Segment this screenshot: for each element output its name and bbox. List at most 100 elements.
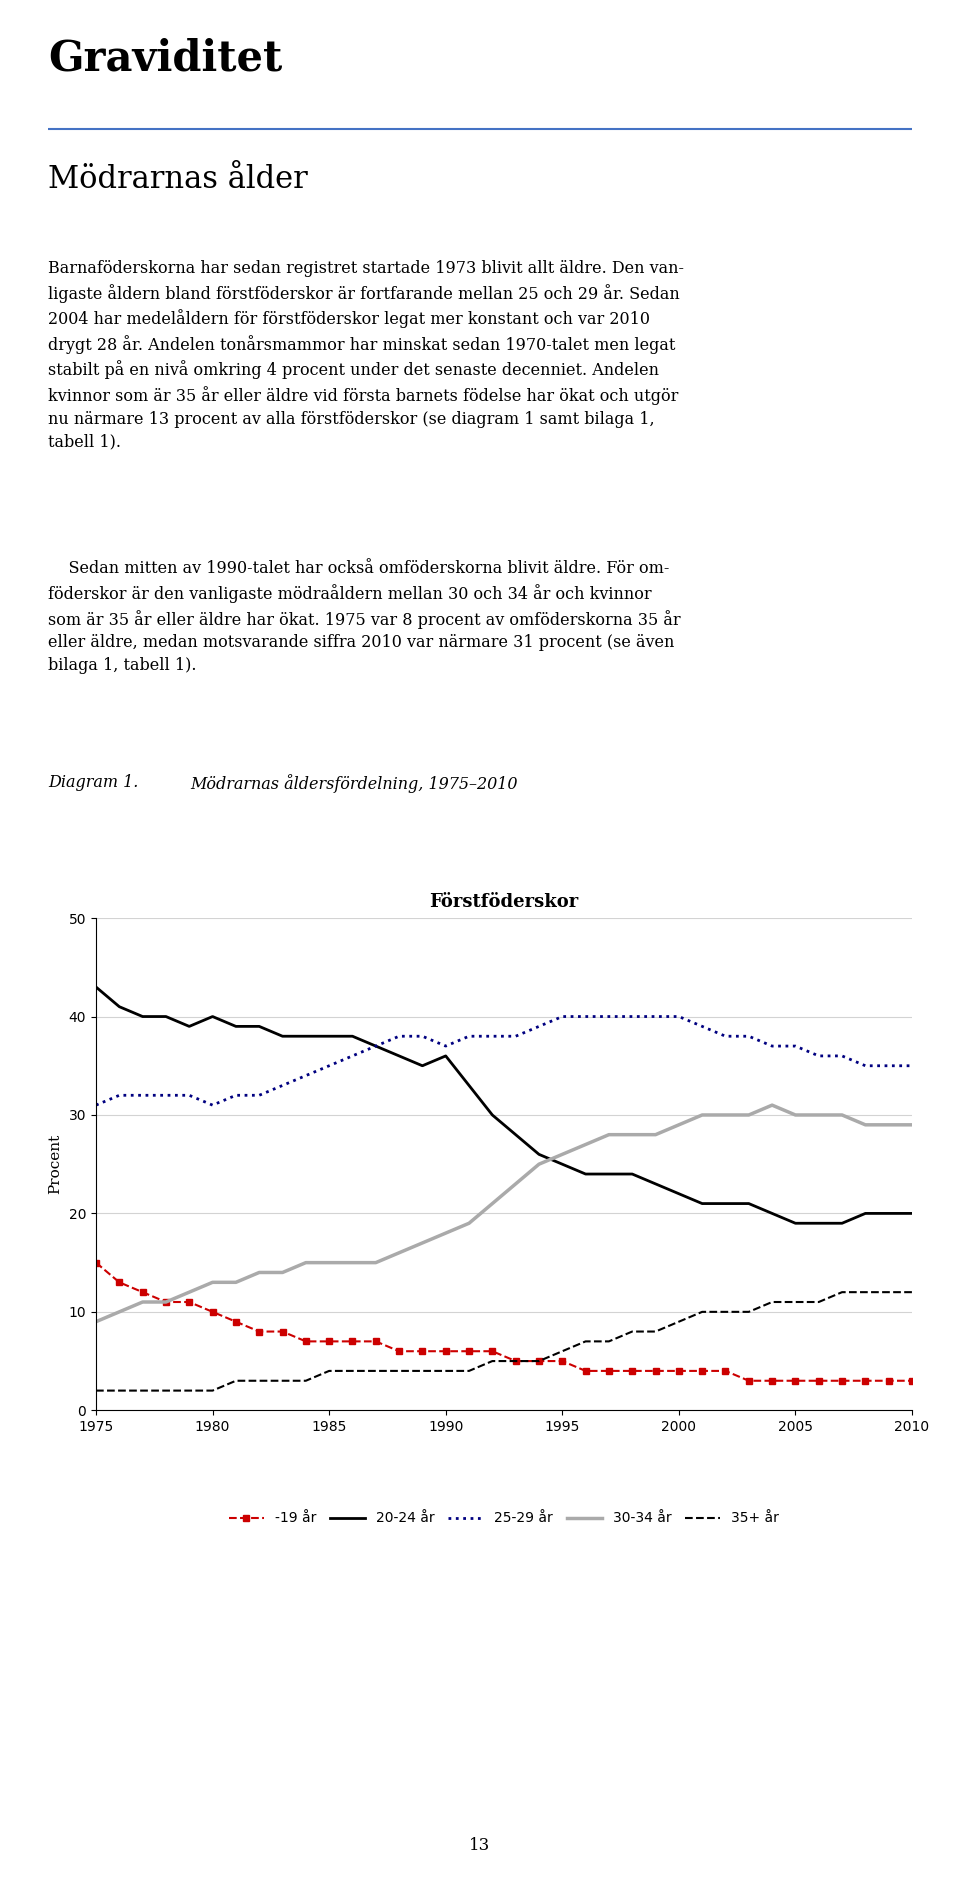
25-29 år <box>533 1015 544 1037</box>
-19 år <box>90 1251 102 1274</box>
30-34 år <box>883 1113 895 1136</box>
-19 år <box>230 1310 242 1333</box>
-19 år <box>370 1331 381 1353</box>
Line: -19 år: -19 år <box>93 1261 915 1384</box>
20-24 år <box>347 1024 358 1047</box>
25-29 år <box>580 1005 591 1028</box>
-19 år <box>720 1359 732 1382</box>
35+ år <box>464 1359 475 1382</box>
35+ år <box>347 1359 358 1382</box>
30-34 år <box>673 1113 684 1136</box>
-19 år <box>137 1282 149 1304</box>
35+ år <box>440 1359 451 1382</box>
30-34 år <box>300 1251 312 1274</box>
30-34 år <box>440 1221 451 1244</box>
20-24 år <box>440 1045 451 1068</box>
30-34 år <box>137 1291 149 1314</box>
35+ år <box>906 1282 918 1304</box>
30-34 år <box>324 1251 335 1274</box>
25-29 år <box>440 1035 451 1058</box>
25-29 år <box>627 1005 638 1028</box>
20-24 år <box>813 1212 825 1234</box>
25-29 år <box>230 1085 242 1107</box>
25-29 år <box>160 1085 172 1107</box>
35+ år <box>370 1359 381 1382</box>
30-34 år <box>859 1113 871 1136</box>
35+ år <box>487 1350 498 1372</box>
-19 år <box>394 1340 405 1363</box>
25-29 år <box>394 1024 405 1047</box>
Text: Diagram 1.: Diagram 1. <box>48 774 138 791</box>
20-24 år <box>160 1005 172 1028</box>
25-29 år <box>603 1005 614 1028</box>
-19 år <box>813 1369 825 1391</box>
25-29 år <box>673 1005 684 1028</box>
-19 år <box>253 1319 265 1342</box>
20-24 år <box>650 1172 661 1194</box>
30-34 år <box>627 1123 638 1145</box>
25-29 år <box>206 1094 218 1117</box>
30-34 år <box>464 1212 475 1234</box>
25-29 år <box>766 1035 778 1058</box>
35+ år <box>324 1359 335 1382</box>
20-24 år <box>533 1143 544 1166</box>
-19 år <box>533 1350 544 1372</box>
-19 år <box>580 1359 591 1382</box>
35+ år <box>206 1380 218 1403</box>
-19 år <box>464 1340 475 1363</box>
25-29 år <box>487 1024 498 1047</box>
35+ år <box>883 1282 895 1304</box>
20-24 år <box>206 1005 218 1028</box>
30-34 år <box>394 1242 405 1265</box>
Text: Mödrarnas åldersfördelning, 1975–2010: Mödrarnas åldersfördelning, 1975–2010 <box>191 774 518 793</box>
25-29 år <box>883 1054 895 1077</box>
20-24 år <box>790 1212 802 1234</box>
20-24 år <box>510 1123 521 1145</box>
20-24 år <box>627 1162 638 1185</box>
20-24 år <box>230 1015 242 1037</box>
-19 år <box>417 1340 428 1363</box>
Text: Sedan mitten av 1990-talet har också omföderskorna blivit äldre. För om-
födersk: Sedan mitten av 1990-talet har också omf… <box>48 560 681 674</box>
35+ år <box>90 1380 102 1403</box>
30-34 år <box>557 1143 568 1166</box>
-19 år <box>557 1350 568 1372</box>
20-24 år <box>487 1104 498 1126</box>
30-34 år <box>766 1094 778 1117</box>
25-29 år <box>743 1024 755 1047</box>
25-29 år <box>183 1085 195 1107</box>
35+ år <box>766 1291 778 1314</box>
20-24 år <box>673 1183 684 1206</box>
30-34 år <box>603 1123 614 1145</box>
Title: Förstföderskor: Förstföderskor <box>429 893 579 911</box>
35+ år <box>300 1369 312 1391</box>
25-29 år <box>510 1024 521 1047</box>
Line: 25-29 år: 25-29 år <box>96 1017 912 1106</box>
35+ år <box>230 1369 242 1391</box>
30-34 år <box>790 1104 802 1126</box>
20-24 år <box>557 1153 568 1176</box>
35+ år <box>836 1282 848 1304</box>
25-29 år <box>720 1024 732 1047</box>
35+ år <box>253 1369 265 1391</box>
Line: 20-24 år: 20-24 år <box>96 986 912 1223</box>
-19 år <box>790 1369 802 1391</box>
20-24 år <box>766 1202 778 1225</box>
30-34 år <box>160 1291 172 1314</box>
30-34 år <box>183 1282 195 1304</box>
20-24 år <box>859 1202 871 1225</box>
-19 år <box>206 1300 218 1323</box>
-19 år <box>347 1331 358 1353</box>
20-24 år <box>464 1073 475 1096</box>
25-29 år <box>253 1085 265 1107</box>
35+ år <box>650 1319 661 1342</box>
30-34 år <box>230 1270 242 1293</box>
-19 år <box>510 1350 521 1372</box>
35+ år <box>673 1310 684 1333</box>
20-24 år <box>183 1015 195 1037</box>
35+ år <box>859 1282 871 1304</box>
Line: 30-34 år: 30-34 år <box>96 1106 912 1321</box>
30-34 år <box>253 1261 265 1283</box>
30-34 år <box>813 1104 825 1126</box>
35+ år <box>720 1300 732 1323</box>
Text: 13: 13 <box>469 1838 491 1853</box>
